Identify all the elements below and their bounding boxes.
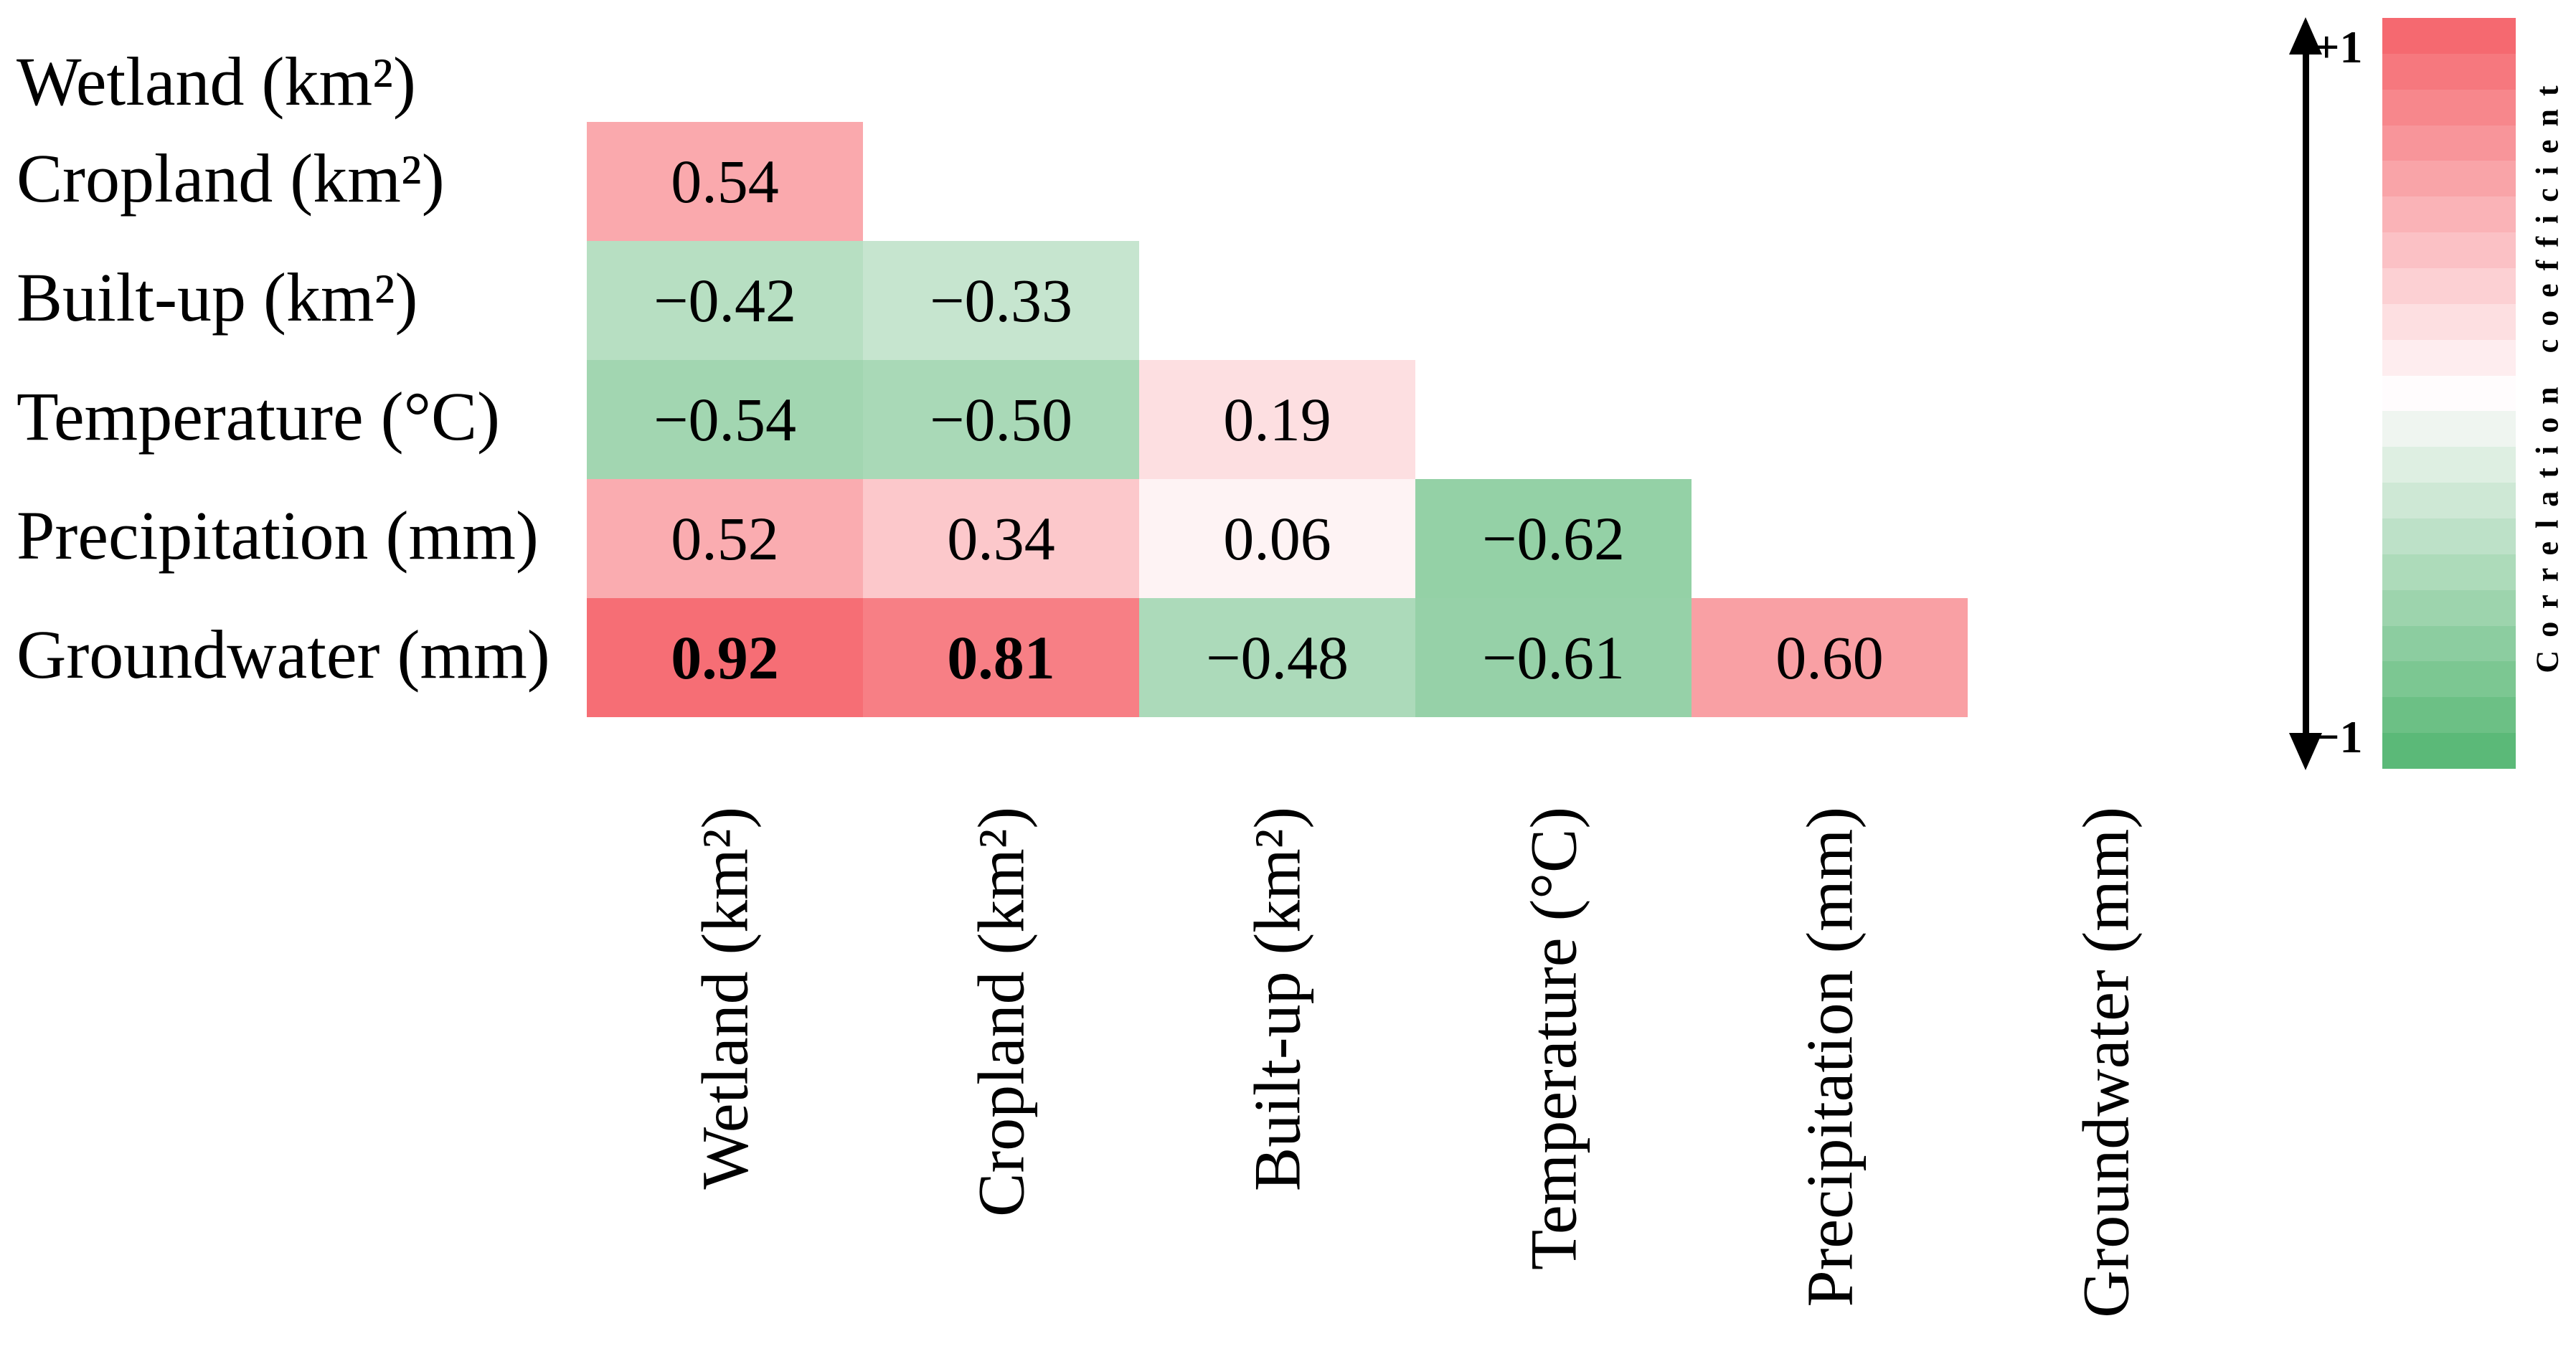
legend-color-band — [2382, 518, 2516, 554]
cell-value: 0.19 — [1223, 385, 1331, 454]
row-label: Precipitation (mm) — [16, 497, 539, 574]
legend-title: Correlation coefficient — [2529, 72, 2565, 673]
legend-color-band — [2382, 447, 2516, 483]
matrix-cell: −0.48 — [1139, 598, 1415, 717]
matrix-cell: 0.54 — [587, 122, 863, 241]
row-label: Groundwater (mm) — [16, 616, 550, 693]
matrix-cell: −0.42 — [587, 241, 863, 360]
column-label: Wetland (km²) — [687, 807, 761, 1190]
legend-color-band — [2382, 411, 2516, 448]
legend-color-band — [2382, 18, 2516, 54]
cell-value: 0.54 — [671, 147, 779, 216]
cell-value: 0.06 — [1223, 504, 1331, 573]
cell-value: −0.62 — [1481, 504, 1625, 573]
matrix-cell: 0.92 — [587, 598, 863, 717]
cell-value: 0.92 — [671, 623, 779, 692]
cell-value: −0.48 — [1205, 623, 1349, 692]
legend-color-band — [2382, 268, 2516, 304]
matrix-cell: −0.54 — [587, 360, 863, 479]
legend-colorbar — [2382, 18, 2516, 770]
column-label: Temperature (°C) — [1516, 807, 1590, 1270]
matrix-cell: 0.06 — [1139, 479, 1415, 598]
legend-color-band — [2382, 125, 2516, 161]
column-label: Groundwater (mm) — [2068, 807, 2142, 1318]
cell-value: 0.34 — [947, 504, 1055, 573]
matrix-cell: 0.52 — [587, 479, 863, 598]
cell-value: −0.50 — [929, 385, 1072, 454]
legend-arrow-shaft — [2303, 42, 2309, 746]
matrix-cell: −0.50 — [863, 360, 1139, 479]
matrix-cell: 0.81 — [863, 598, 1139, 717]
matrix-cell: 0.60 — [1692, 598, 1968, 717]
cell-value: −0.61 — [1481, 623, 1625, 692]
cell-value: 0.52 — [671, 504, 779, 573]
legend-color-band — [2382, 483, 2516, 519]
matrix-cell: −0.33 — [863, 241, 1139, 360]
legend-color-band — [2382, 589, 2516, 626]
legend-color-band — [2382, 161, 2516, 197]
legend-color-band — [2382, 53, 2516, 90]
matrix-cell: −0.62 — [1415, 479, 1692, 598]
matrix-cell: −0.61 — [1415, 598, 1692, 717]
row-label: Wetland (km²) — [16, 43, 416, 120]
column-label: Built-up (km²) — [1240, 807, 1313, 1192]
row-label: Cropland (km²) — [16, 140, 445, 217]
legend-arrow-up-icon — [2289, 17, 2322, 55]
column-label: Precipitation (mm) — [1792, 807, 1866, 1307]
cell-value: 0.81 — [947, 623, 1055, 692]
legend-color-band — [2382, 232, 2516, 269]
row-label: Temperature (°C) — [16, 378, 501, 455]
cell-value: −0.33 — [929, 266, 1072, 335]
legend-min-label: −1 — [2313, 711, 2363, 762]
matrix-cell: 0.34 — [863, 479, 1139, 598]
legend-max-label: +1 — [2313, 22, 2363, 72]
cell-value: −0.54 — [653, 385, 796, 454]
legend-color-band — [2382, 661, 2516, 698]
row-label: Built-up (km²) — [16, 259, 418, 336]
legend-arrow-down-icon — [2289, 733, 2322, 770]
legend-color-band — [2382, 554, 2516, 590]
column-label: Cropland (km²) — [963, 807, 1037, 1217]
legend-color-band — [2382, 733, 2516, 770]
legend-color-band — [2382, 89, 2516, 126]
legend-color-band — [2382, 303, 2516, 340]
cell-value: −0.42 — [653, 266, 796, 335]
matrix-cell: 0.19 — [1139, 360, 1415, 479]
legend-color-band — [2382, 375, 2516, 412]
legend-color-band — [2382, 697, 2516, 734]
legend-color-band — [2382, 625, 2516, 662]
cell-value: 0.60 — [1775, 623, 1884, 692]
legend-color-band — [2382, 196, 2516, 233]
legend-color-band — [2382, 339, 2516, 376]
